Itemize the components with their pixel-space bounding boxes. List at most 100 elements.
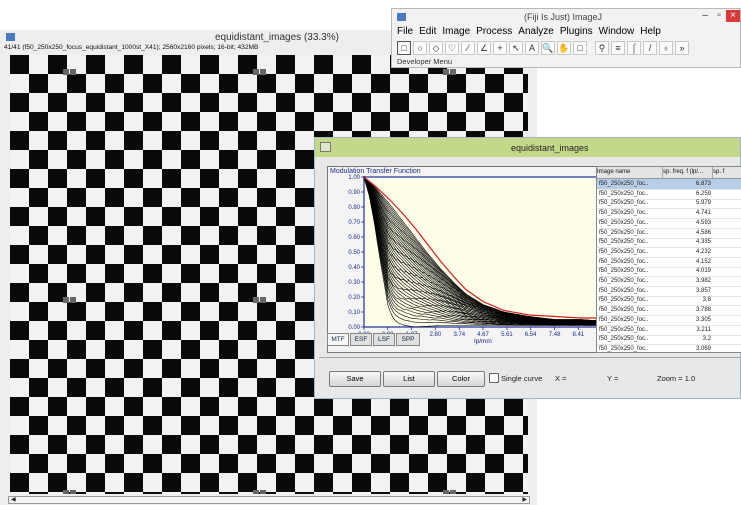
- flood-tool-icon[interactable]: ♁: [659, 41, 673, 55]
- table-row[interactable]: f50_250x250_foc.. 3.788: [597, 305, 741, 317]
- mtf-chart[interactable]: 0.00 0.10 0.20 0.30 0.40 0.50 0.60 0.70 0.80 0.90…: [328, 167, 615, 352]
- spatial-frequency-cell: 4.741: [695, 210, 711, 217]
- rect-tool-icon[interactable]: □: [397, 41, 411, 55]
- point-tool-icon[interactable]: +: [493, 41, 507, 55]
- focus-marker: [450, 69, 456, 75]
- table-row[interactable]: f50_250x250_foc.. 3.069: [597, 344, 741, 352]
- y-tick-label: 0.50: [348, 250, 360, 256]
- image-info-line: 41/41 (f50_250x250_focus_equidistant_100…: [4, 44, 259, 51]
- table-row[interactable]: f50_250x250_foc.. 3.305: [597, 315, 741, 326]
- tab-lsf[interactable]: LSF: [373, 333, 395, 346]
- x-tick-label: 5.61: [501, 332, 513, 338]
- tab-esf[interactable]: ESF: [350, 333, 372, 346]
- line-tool-icon[interactable]: ⁄: [461, 41, 475, 55]
- menu-help[interactable]: Help: [640, 26, 661, 37]
- image-name-cell: f50_250x250_foc..: [599, 248, 649, 255]
- image-name-cell: f50_250x250_foc..: [599, 190, 649, 197]
- stack-tool-icon[interactable]: ⚲: [595, 41, 609, 55]
- imagej-window-icon: [6, 33, 15, 41]
- minimize-icon[interactable]: –: [702, 10, 708, 21]
- menu-image[interactable]: Image: [442, 26, 471, 37]
- spatial-frequency-cell: 3.305: [695, 316, 711, 323]
- tab-mtf[interactable]: MTF: [327, 333, 349, 346]
- focus-marker: [260, 490, 266, 494]
- spatial-frequency-cell: 4.232: [695, 248, 711, 255]
- mtf-plot-panel[interactable]: 0.00 0.10 0.20 0.30 0.40 0.50 0.60 0.70 0.80 0.90…: [327, 166, 616, 353]
- menu-file[interactable]: File: [397, 26, 414, 37]
- focus-marker: [70, 490, 76, 494]
- table-row[interactable]: f50_250x250_foc.. 4.335: [597, 237, 741, 249]
- image-name-cell: f50_250x250_foc..: [599, 210, 649, 217]
- magnifier-tool-icon[interactable]: 🔍: [541, 41, 555, 55]
- x-readout: X =: [555, 374, 567, 383]
- table-row[interactable]: f50_250x250_foc.. 3.2: [597, 334, 741, 346]
- table-header[interactable]: Image name: [597, 167, 663, 179]
- x-tick-label: 4.67: [477, 332, 489, 338]
- table-row[interactable]: f50_250x250_foc.. 4.741: [597, 208, 741, 220]
- mtf-plot-window[interactable]: equidistant_images 0.00 0.10 0.20 0.30 0.40 0…: [314, 137, 741, 399]
- results-table[interactable]: Image name sp. freq. f (lp/... sp. f f50_25…: [596, 166, 741, 353]
- imagej-titlebar[interactable]: (Fiji Is Just) ImageJ – ▫ ×: [392, 9, 740, 25]
- mtf-curve: [363, 176, 603, 325]
- table-row[interactable]: f50_250x250_foc.. 4.593: [597, 218, 741, 229]
- spatial-frequency-cell: 6.873: [695, 181, 711, 187]
- list-button[interactable]: List: [383, 371, 435, 387]
- table-row[interactable]: f50_250x250_foc.. 5.979: [597, 198, 741, 210]
- dropper-tool-icon[interactable]: □: [573, 41, 587, 55]
- y-tick-label: 0.90: [348, 190, 360, 196]
- spatial-frequency-cell: 3.857: [695, 287, 711, 294]
- y-tick-label: 0.00: [348, 325, 360, 331]
- plot-window-titlebar[interactable]: equidistant_images: [315, 138, 740, 157]
- table-row[interactable]: f50_250x250_foc.. 3.8: [597, 295, 741, 307]
- mtf-curve: [363, 176, 603, 323]
- single-curve-checkbox[interactable]: [489, 373, 499, 383]
- table-row[interactable]: f50_250x250_foc.. 3.857: [597, 286, 741, 297]
- lut-tool-icon[interactable]: ≡: [611, 41, 625, 55]
- menu-process[interactable]: Process: [476, 26, 513, 37]
- more-tools-icon[interactable]: »: [675, 41, 689, 55]
- brush-tool-icon[interactable]: ⌠: [627, 41, 641, 55]
- table-row[interactable]: f50_250x250_foc.. 6.873: [597, 179, 741, 190]
- wand-tool-icon[interactable]: ↖: [509, 41, 523, 55]
- table-row[interactable]: f50_250x250_foc.. 4.152: [597, 257, 741, 268]
- spatial-frequency-cell: 3.8: [702, 297, 711, 304]
- menu-window[interactable]: Window: [598, 26, 635, 37]
- mtf-curve: [363, 176, 602, 328]
- angle-tool-icon[interactable]: ∠: [477, 41, 491, 55]
- y-tick-label: 0.30: [348, 280, 360, 286]
- polygon-tool-icon[interactable]: ◇: [429, 41, 443, 55]
- table-row[interactable]: f50_250x250_foc.. 3.211: [597, 325, 741, 336]
- spatial-frequency-cell: 4.586: [695, 229, 711, 236]
- table-row[interactable]: f50_250x250_foc.. 4.586: [597, 228, 741, 239]
- table-row[interactable]: f50_250x250_foc.. 6.259: [597, 189, 741, 200]
- image-window-titlebar[interactable]: equidistant_images (33.3%): [0, 30, 537, 44]
- table-row[interactable]: f50_250x250_foc.. 4.019: [597, 266, 741, 278]
- hand-tool-icon[interactable]: ✋: [557, 41, 571, 55]
- focus-marker: [63, 69, 69, 75]
- tab-spp[interactable]: SPP: [396, 333, 420, 346]
- table-header[interactable]: sp. f: [713, 167, 741, 179]
- focus-marker: [70, 69, 76, 75]
- table-header[interactable]: sp. freq. f (lp/...: [663, 167, 713, 179]
- menu-plugins[interactable]: Plugins: [559, 26, 593, 37]
- spatial-frequency-cell: 3.982: [695, 278, 711, 284]
- scroll-right-icon[interactable]: ▶: [522, 497, 527, 503]
- menu-edit[interactable]: Edit: [419, 26, 437, 37]
- pencil-tool-icon[interactable]: /: [643, 41, 657, 55]
- freehand-tool-icon[interactable]: ♡: [445, 41, 459, 55]
- imagej-main-window[interactable]: (Fiji Is Just) ImageJ – ▫ × File Edit Imag…: [391, 8, 741, 68]
- save-button[interactable]: Save: [329, 371, 381, 387]
- close-icon[interactable]: ×: [726, 10, 740, 22]
- maximize-icon[interactable]: ▫: [717, 10, 721, 21]
- spatial-frequency-cell: 3.211: [696, 326, 711, 333]
- text-tool-icon[interactable]: A: [525, 41, 539, 55]
- menu-analyze[interactable]: Analyze: [518, 26, 554, 37]
- imagej-app-icon: [397, 13, 406, 21]
- image-name-cell: f50_250x250_foc..: [599, 297, 649, 304]
- scroll-left-icon[interactable]: ◀: [11, 497, 16, 503]
- oval-tool-icon[interactable]: ○: [413, 41, 427, 55]
- horizontal-scrollbar[interactable]: ◀ ▶: [8, 496, 530, 504]
- color-button[interactable]: Color: [437, 371, 485, 387]
- table-row[interactable]: f50_250x250_foc.. 3.982: [597, 276, 741, 287]
- table-row[interactable]: f50_250x250_foc.. 4.232: [597, 247, 741, 258]
